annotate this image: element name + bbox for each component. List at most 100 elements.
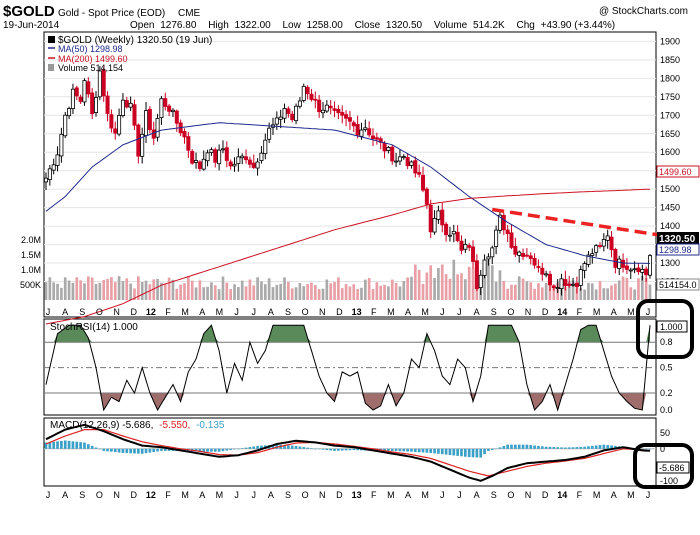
candle-body xyxy=(147,108,152,130)
stochrsi-overbought-fill xyxy=(46,325,650,343)
price-axis-tick: 1800 xyxy=(660,73,680,83)
volume-bar xyxy=(275,284,279,300)
price-axis-tick: 1300 xyxy=(660,258,680,268)
candle-body xyxy=(120,99,125,116)
volume-bar xyxy=(587,282,590,300)
macd-histogram-bar xyxy=(394,448,398,452)
volume-bar xyxy=(175,288,179,300)
low-value: 1258.00 xyxy=(307,20,344,31)
volume-bar xyxy=(187,276,190,300)
x-axis-label: O xyxy=(302,307,309,317)
candle-body xyxy=(151,129,156,139)
x-axis-label: M xyxy=(627,490,635,500)
candle-body xyxy=(644,268,649,276)
price-legend-text: $GOLD (Weekly) 1320.50 (19 Jun) xyxy=(58,35,212,46)
candle-body xyxy=(455,231,460,242)
macd-hist-label: -0.135 xyxy=(196,420,225,431)
macd-histogram-bar xyxy=(529,445,533,449)
volume-bar xyxy=(490,265,494,300)
candle-body xyxy=(428,205,433,233)
candle-body xyxy=(390,146,395,162)
x-axis-label: A xyxy=(405,490,411,500)
copyright-label: @ StockCharts.com xyxy=(599,6,688,17)
candle-body xyxy=(155,118,160,138)
macd-histogram-bar xyxy=(356,448,359,451)
x-axis-label: A xyxy=(268,490,274,500)
price-legend-swatch xyxy=(48,36,55,43)
candle-body xyxy=(313,98,318,101)
candle-body xyxy=(401,156,406,158)
macd-histogram-bar xyxy=(60,440,63,449)
volume-bar xyxy=(279,283,283,300)
volume-bar xyxy=(221,276,225,300)
macd-histogram-bar xyxy=(433,448,436,454)
volume-legend-swatch xyxy=(48,64,54,71)
macd-histogram-bar xyxy=(256,445,259,449)
macd-histogram-bar xyxy=(125,448,129,454)
volume-bar xyxy=(260,281,263,300)
volume-bar xyxy=(394,282,398,300)
macd-histogram-bar xyxy=(383,448,386,451)
macd-histogram-bar xyxy=(417,448,421,453)
volume-bar xyxy=(233,284,236,300)
volume-bar xyxy=(133,288,136,300)
price-axis-tick: 1650 xyxy=(660,129,680,139)
x-axis-label: M xyxy=(216,490,224,500)
candle-body xyxy=(436,210,441,220)
volume-bar xyxy=(429,265,433,300)
x-axis-label: A xyxy=(62,307,68,317)
macd-histogram-bar xyxy=(75,441,79,449)
volume-value: 514.2K xyxy=(473,20,505,31)
candle-body xyxy=(336,108,341,114)
candle-body xyxy=(432,218,437,233)
volume-bar xyxy=(56,283,59,300)
volume-bar xyxy=(606,288,610,300)
candle-body xyxy=(501,214,506,231)
close-tag-text: 1320.50 xyxy=(659,234,696,245)
candle-body xyxy=(532,257,537,266)
x-axis-label: D xyxy=(336,307,343,317)
macd-histogram-bar xyxy=(644,448,648,450)
macd-histogram-bar xyxy=(79,442,82,449)
ma50-line xyxy=(45,122,650,264)
volume-axis-tick: 1.0M xyxy=(21,265,41,275)
candle-body xyxy=(447,234,452,237)
volume-bar xyxy=(213,285,217,300)
macd-histogram-bar xyxy=(102,448,106,451)
candle-body xyxy=(332,108,337,111)
macd-histogram-bar xyxy=(556,447,560,449)
x-axis-label: D xyxy=(336,490,343,500)
macd-histogram-bar xyxy=(552,447,556,449)
volume-bar xyxy=(136,276,140,300)
volume-bar xyxy=(506,288,509,300)
macd-histogram-bar xyxy=(225,448,229,451)
volume-bar xyxy=(617,280,621,300)
candle-body xyxy=(547,273,552,286)
candle-body xyxy=(624,265,629,270)
volume-bar xyxy=(610,285,613,300)
volume-bar xyxy=(90,277,94,300)
candle-body xyxy=(351,122,356,127)
x-axis-label: M xyxy=(421,307,429,317)
candle-body xyxy=(494,229,499,248)
macd-histogram-bar xyxy=(537,445,540,449)
candle-body xyxy=(613,249,618,268)
candle-body xyxy=(609,236,614,251)
stochrsi-tag xyxy=(656,320,688,333)
volume-bar xyxy=(198,280,202,300)
candle-body xyxy=(490,247,495,258)
volume-bar xyxy=(448,278,452,300)
volume-bar xyxy=(325,279,329,300)
x-axis-label: F xyxy=(371,490,377,500)
volume-bar xyxy=(640,276,644,300)
macd-histogram-bar xyxy=(48,442,52,449)
volume-bar xyxy=(337,277,340,300)
volume-bar xyxy=(598,281,602,300)
x-axis-label: J xyxy=(46,307,51,317)
macd-histogram-bar xyxy=(479,448,483,458)
macd-histogram-bar xyxy=(398,448,402,452)
macd-histogram-bar xyxy=(390,448,394,451)
candle-body xyxy=(74,87,79,97)
volume-bar xyxy=(525,281,529,300)
x-axis-label: S xyxy=(79,490,85,500)
